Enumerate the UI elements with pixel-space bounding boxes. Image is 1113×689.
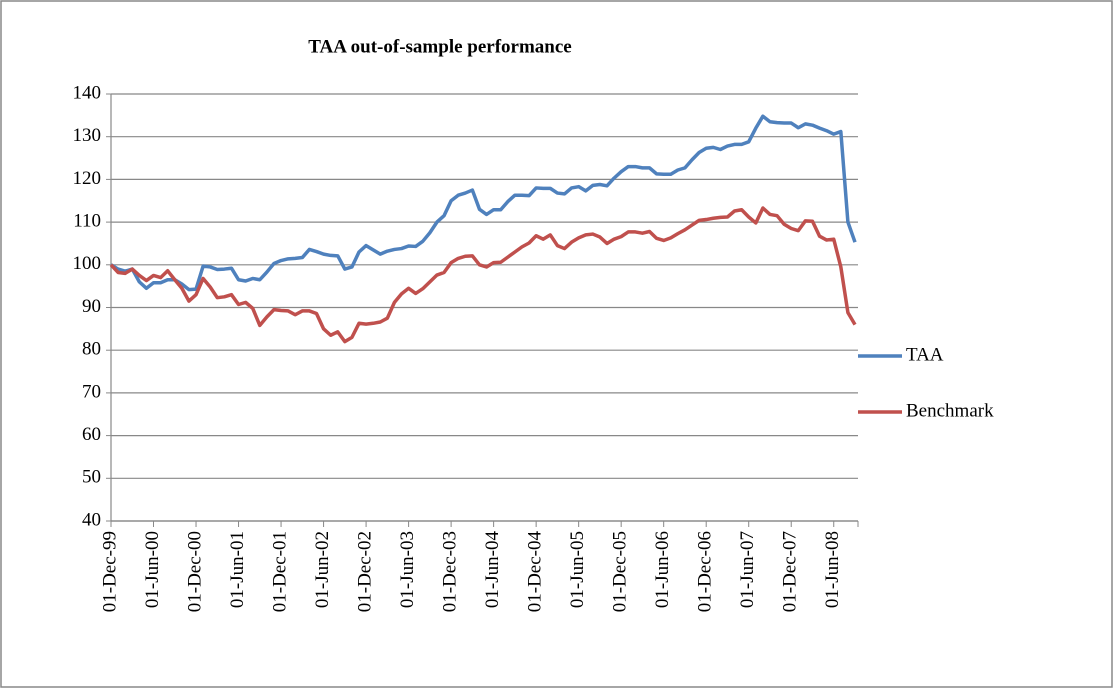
x-tick-label: 01-Jun-05 bbox=[567, 531, 588, 608]
x-tick-label: 01-Dec-07 bbox=[780, 531, 801, 612]
x-tick-label: 01-Jun-03 bbox=[397, 531, 418, 608]
x-tick-label: 01-Dec-01 bbox=[269, 531, 290, 612]
y-tick-label: 90 bbox=[82, 296, 101, 317]
x-tick-label: 01-Dec-00 bbox=[184, 531, 205, 612]
x-tick-label: 01-Jun-02 bbox=[312, 531, 333, 608]
y-tick-label: 50 bbox=[82, 467, 101, 488]
x-tick-label: 01-Dec-03 bbox=[439, 531, 460, 612]
y-tick-label: 80 bbox=[82, 339, 101, 360]
x-tick-label: 01-Dec-06 bbox=[695, 531, 716, 612]
x-tick-label: 01-Jun-08 bbox=[822, 531, 843, 608]
legend-label: Benchmark bbox=[906, 400, 994, 421]
y-tick-label: 110 bbox=[73, 210, 101, 231]
x-tick-label: 01-Jun-06 bbox=[652, 531, 673, 608]
x-tick-label: 01-Dec-02 bbox=[354, 531, 375, 612]
y-tick-label: 130 bbox=[73, 125, 102, 146]
x-tick-label: 01-Dec-04 bbox=[525, 531, 546, 613]
x-tick-label: 01-Jun-00 bbox=[142, 531, 163, 608]
y-tick-label: 70 bbox=[82, 381, 101, 402]
x-tick-label: 01-Dec-99 bbox=[99, 531, 120, 612]
series-line bbox=[109, 206, 857, 344]
y-tick-label: 140 bbox=[73, 82, 102, 103]
x-tick-label: 01-Dec-05 bbox=[610, 531, 631, 612]
legend-label: TAA bbox=[906, 344, 944, 365]
x-tick-label: 01-Jun-01 bbox=[227, 531, 248, 608]
y-tick-label: 120 bbox=[73, 168, 102, 189]
y-tick-label: 100 bbox=[73, 253, 102, 274]
series-line bbox=[110, 114, 857, 292]
x-tick-label: 01-Jun-07 bbox=[737, 531, 758, 608]
y-tick-label: 60 bbox=[82, 424, 101, 445]
y-tick-label: 40 bbox=[82, 509, 101, 530]
chart-title: TAA out-of-sample performance bbox=[308, 36, 572, 57]
x-tick-label: 01-Jun-04 bbox=[482, 531, 503, 609]
